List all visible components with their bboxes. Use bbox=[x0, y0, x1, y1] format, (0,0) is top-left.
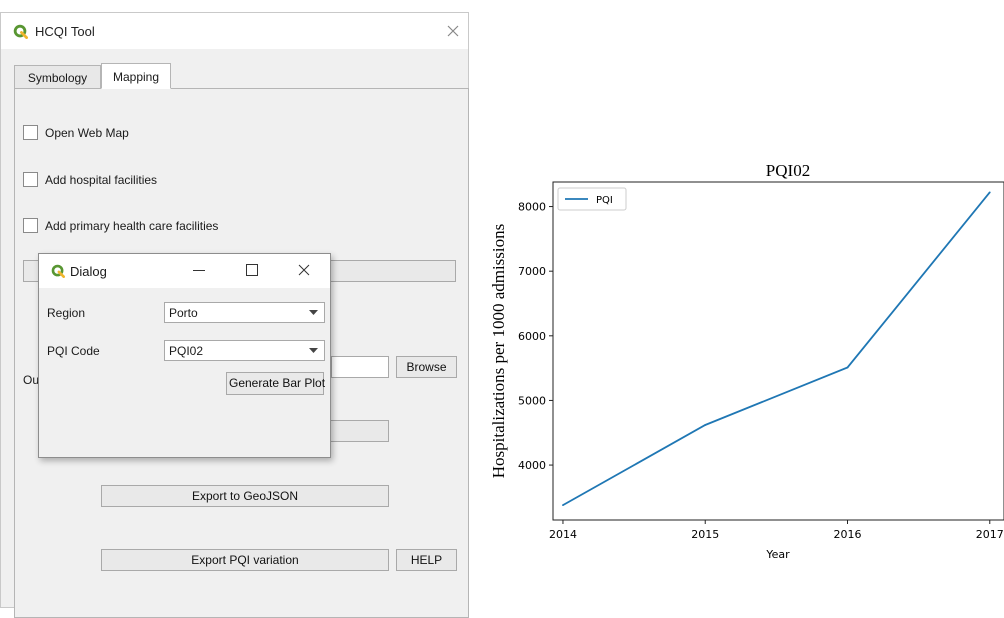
pqi-code-label: PQI Code bbox=[47, 344, 100, 358]
chevron-down-icon bbox=[309, 310, 318, 315]
maximize-icon[interactable] bbox=[245, 263, 259, 277]
data-point bbox=[704, 424, 707, 426]
series-group bbox=[562, 191, 991, 507]
qgis-logo-icon bbox=[51, 264, 65, 278]
dialog-close-icon[interactable] bbox=[297, 263, 311, 277]
plot-area bbox=[552, 181, 1004, 521]
region-label: Region bbox=[47, 306, 86, 320]
legend: PQI bbox=[557, 187, 627, 211]
help-button[interactable]: HELP bbox=[396, 549, 457, 571]
data-point bbox=[562, 504, 564, 507]
legend-label: PQI bbox=[596, 195, 613, 206]
x-axis-label: Year bbox=[765, 548, 790, 561]
chart-title: PQI02 bbox=[766, 161, 810, 180]
y-tick-label: 6000 bbox=[518, 330, 546, 343]
output-path-input[interactable] bbox=[331, 356, 389, 378]
add-primary-care-checkbox[interactable] bbox=[23, 218, 38, 233]
dialog-titlebar: Dialog bbox=[39, 254, 330, 288]
add-hospital-facilities-label: Add hospital facilities bbox=[45, 173, 158, 187]
open-web-map-checkbox[interactable] bbox=[23, 125, 38, 140]
add-hospital-facilities-checkbox[interactable] bbox=[23, 172, 38, 187]
y-tick-label: 5000 bbox=[518, 394, 546, 407]
legend-box bbox=[557, 187, 627, 211]
dialog-title: Dialog bbox=[70, 264, 107, 279]
tab-symbology[interactable]: Symbology bbox=[14, 65, 101, 89]
x-tick-label: 2016 bbox=[834, 528, 862, 541]
chevron-down-icon bbox=[309, 348, 318, 353]
data-point bbox=[846, 366, 849, 369]
generate-bar-plot-button[interactable]: Generate Bar Plot bbox=[226, 372, 325, 395]
y-tick-label: 8000 bbox=[518, 201, 546, 214]
y-tick-label: 7000 bbox=[518, 265, 546, 278]
x-axis: 2014 2015 2016 2017 bbox=[549, 520, 1004, 541]
window-close-icon[interactable] bbox=[445, 23, 461, 39]
qgis-logo-icon bbox=[13, 24, 28, 39]
x-tick-label: 2017 bbox=[976, 528, 1004, 541]
browse-button[interactable]: Browse bbox=[396, 356, 457, 378]
output-label: Ou bbox=[23, 373, 40, 387]
region-select-value: Porto bbox=[169, 306, 198, 320]
dialog-window: Dialog Region Porto PQI Code PQI02 Gener… bbox=[38, 253, 331, 458]
window-title: HCQI Tool bbox=[35, 24, 95, 39]
y-axis: 4000 5000 6000 7000 8000 bbox=[518, 201, 553, 472]
y-tick-label: 4000 bbox=[518, 459, 546, 472]
series-line-pqi bbox=[562, 191, 991, 506]
region-select[interactable]: Porto bbox=[164, 302, 325, 323]
minimize-icon[interactable] bbox=[192, 263, 206, 277]
export-pqi-variation-button[interactable]: Export PQI variation bbox=[101, 549, 389, 571]
tab-mapping[interactable]: Mapping bbox=[101, 63, 171, 89]
x-tick-label: 2014 bbox=[549, 528, 577, 541]
export-geojson-button[interactable]: Export to GeoJSON bbox=[101, 485, 389, 507]
pqi-code-select[interactable]: PQI02 bbox=[164, 340, 325, 361]
pqi-code-select-value: PQI02 bbox=[169, 344, 204, 358]
data-point bbox=[988, 191, 991, 194]
add-primary-care-label: Add primary health care facilities bbox=[45, 219, 219, 233]
window-titlebar: HCQI Tool bbox=[1, 13, 468, 49]
open-web-map-label: Open Web Map bbox=[45, 126, 129, 140]
x-tick-label: 2015 bbox=[691, 528, 719, 541]
y-axis-label: Hospitalizations per 1000 admissions bbox=[489, 224, 508, 479]
